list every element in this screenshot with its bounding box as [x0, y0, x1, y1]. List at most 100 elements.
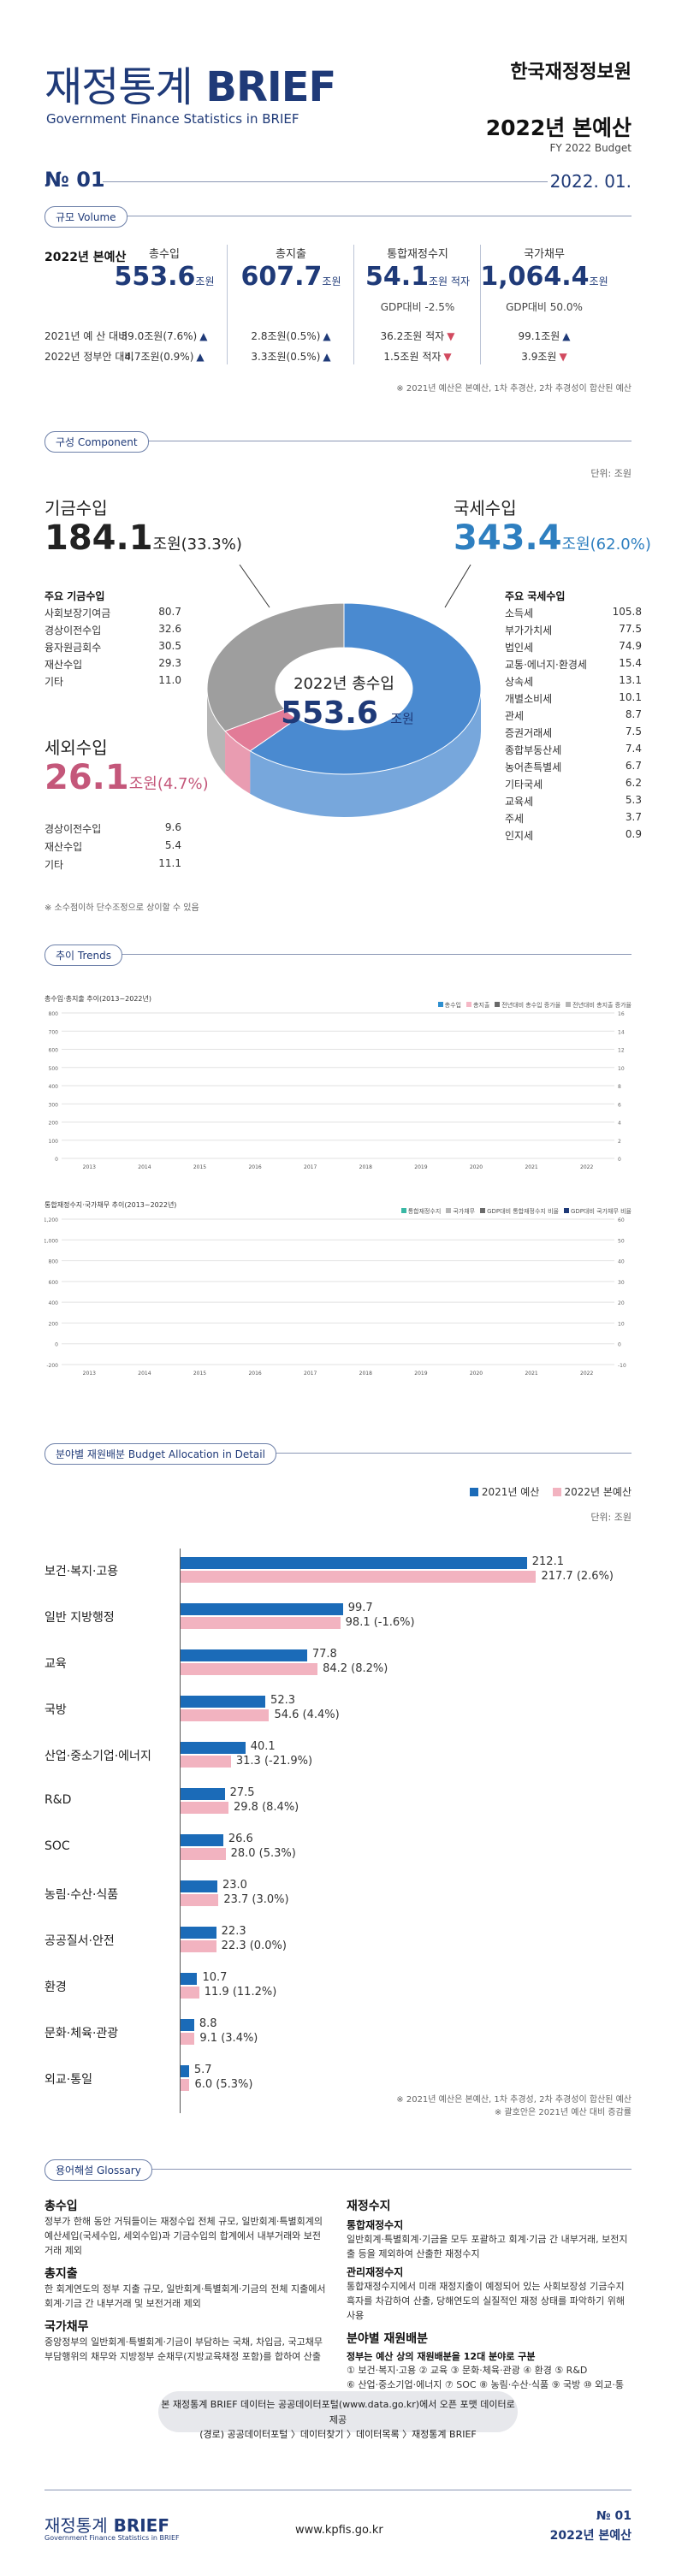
tax-unit: 조원(62.0%) — [561, 536, 651, 554]
allocation-category: 환경 — [44, 1981, 67, 1994]
volume-compare-value: 2.8조원(0.5%) — [251, 330, 321, 342]
allocation-category: 공공질서·안전 — [44, 1934, 115, 1948]
bar-2022-label: 31.3 (-21.9%) — [235, 1755, 313, 1768]
bar-2021 — [180, 1834, 223, 1846]
bar-2022 — [180, 1709, 270, 1721]
volume-compare-2-0: 36.2조원 적자 ▼ — [353, 329, 482, 343]
up-arrow-icon: ▲ — [323, 330, 331, 342]
rounding-note: ※ 소수점이하 단수조정으로 상이할 수 있음 — [44, 903, 199, 913]
volume-value-3: 1,064.4조원 — [480, 262, 608, 292]
volume-amount-1: 607.7 — [240, 262, 323, 292]
nontax-unit: 조원(4.7%) — [128, 775, 209, 793]
bar-2021 — [180, 1742, 246, 1754]
fund-item-value: 80.7 — [158, 606, 181, 618]
bar-2022-label: 22.3 (0.0%) — [221, 1939, 287, 1952]
tax-item-value: 10.1 — [619, 691, 642, 703]
y2-tick-label: 0 — [618, 1157, 621, 1163]
tax-slice-side — [250, 689, 481, 817]
volume-unit-0: 조원 — [195, 275, 215, 287]
legend-swatch-cur — [552, 1488, 561, 1496]
allocation-category: 농림·수산·식품 — [44, 1888, 119, 1902]
glossary-alloc-line1: ① 보건·복지·고용 ② 교육 ③ 문화·체육·관광 ④ 환경 ⑤ R&D — [347, 2365, 588, 2377]
tax-item-name: 법인세 — [505, 642, 534, 654]
bar-2021-label: 23.0 — [222, 1879, 247, 1892]
x-tick-label: 2013 — [83, 1164, 96, 1170]
y-tick-label: 400 — [49, 1084, 59, 1090]
glossary-term: 총지출 — [44, 2267, 78, 2282]
allocation-axis — [180, 1549, 181, 2113]
volume-compare-1-0: 2.8조원(0.5%) ▲ — [227, 329, 355, 343]
bar-2022 — [180, 1940, 216, 1952]
y2-tick-label: 60 — [618, 1217, 625, 1223]
bar-2021-label: 40.1 — [250, 1740, 276, 1753]
y2-tick-label: 40 — [618, 1259, 625, 1265]
donut-center-unit: 조원 — [390, 711, 414, 726]
x-tick-label: 2014 — [138, 1164, 151, 1170]
x-tick-label: 2013 — [83, 1371, 96, 1377]
up-arrow-icon: ▲ — [323, 351, 331, 363]
fund-item-value: 32.6 — [158, 623, 181, 635]
footer-website-link[interactable]: www.kpfis.go.kr — [295, 2524, 383, 2537]
tax-item-value: 77.5 — [619, 623, 642, 635]
allocation-category: 국방 — [44, 1703, 67, 1717]
x-tick-label: 2021 — [525, 1371, 537, 1377]
up-arrow-icon: ▲ — [199, 330, 208, 342]
tax-item-name: 인지세 — [505, 830, 534, 842]
nontax-item-value: 9.6 — [164, 821, 181, 833]
bar-2022-label: 217.7 (2.6%) — [541, 1570, 614, 1583]
nontax-amount: 26.1 — [44, 758, 129, 797]
fund-leader-line — [239, 564, 270, 608]
volume-compare-value: 3.9조원 — [521, 351, 557, 363]
y2-tick-label: 4 — [618, 1121, 621, 1127]
footer-logo-bold: BRIEF — [113, 2515, 169, 2536]
bar-2022 — [180, 2033, 195, 2045]
glossary-term: 총수입 — [44, 2200, 78, 2213]
legend-label: 국가채무 — [453, 1208, 476, 1215]
row-label-2021: 2021년 예 산 대비 — [44, 330, 128, 342]
legend-swatch — [446, 1208, 452, 1213]
x-tick-label: 2015 — [193, 1164, 206, 1170]
bar-2021 — [180, 2065, 189, 2077]
fund-item-value: 29.3 — [158, 657, 181, 669]
section-tag-allocation: 분야별 재원배분 Budget Allocation in Detail — [44, 1443, 276, 1465]
donut-hole — [276, 648, 412, 730]
trend-chart2: -200 0 200 400 600 800 1,000 1,200 -10 0 10 20 30 40 5… — [44, 1217, 626, 1377]
fund-amount: 184.1 — [44, 518, 153, 558]
open-data-banner: 본 재정통계 BRIEF 데이터는 공공데이터포털(www.data.go.kr… — [158, 2391, 518, 2440]
volume-compare-value: 36.2조원 적자 — [380, 330, 445, 342]
legend-label: 총수입 — [444, 1002, 461, 1009]
legend-swatch — [566, 1002, 572, 1007]
volume-separator — [227, 245, 228, 364]
y-tick-label: -200 — [46, 1363, 58, 1369]
nontax-item-value: 11.1 — [158, 857, 181, 869]
x-tick-label: 2022 — [580, 1164, 593, 1170]
tax-item-name: 교통·에너지·환경세 — [505, 659, 587, 671]
allocation-unit: 단위: 조원 — [590, 1512, 632, 1523]
trend-chart2-legend: 통합재정수지 국가채무 GDP대비 통합재정수지 비율 GDP대비 국가채무 비율 — [396, 1200, 632, 1217]
nontax-value: 26.1조원(4.7%) — [44, 758, 209, 797]
tax-title: 국세수입 — [454, 498, 517, 518]
bar-2021 — [180, 1696, 266, 1708]
y-tick-label: 0 — [55, 1157, 58, 1163]
volume-amount-3: 1,064.4 — [480, 262, 590, 292]
tax-item-name: 관세 — [505, 710, 525, 722]
volume-separator — [353, 245, 354, 364]
tax-list-head: 주요 국세수입 — [505, 590, 566, 602]
tax-item-name: 소득세 — [505, 607, 534, 619]
bar-2021 — [180, 1973, 198, 1985]
tax-item-name: 기타국세 — [505, 779, 543, 791]
x-tick-label: 2015 — [193, 1371, 206, 1377]
tax-leader-line — [444, 564, 471, 608]
bar-2022-label: 23.7 (3.0%) — [223, 1893, 289, 1906]
x-tick-label: 2022 — [580, 1371, 593, 1377]
trend-chart1-legend: 총수입 총지출 전년대비 총수입 증가율 전년대비 총지출 증가율 — [433, 994, 632, 1010]
volume-label: 2022년 본예산 — [44, 251, 127, 264]
y2-tick-label: 2 — [618, 1139, 621, 1145]
glossary-left-column: 총수입 정부가 한해 동안 거둬들이는 재정수입 전체 규모, 일반회계·특별회계… — [44, 2197, 327, 2364]
legend-swatch — [495, 1002, 501, 1007]
y-tick-label: 400 — [49, 1300, 59, 1306]
y-tick-label: 200 — [49, 1121, 59, 1127]
footer-logo: 재정통계 BRIEF — [44, 2512, 169, 2537]
volume-compare-value: 39.0조원(7.6%) — [121, 330, 198, 342]
bar-2022 — [180, 1802, 228, 1814]
